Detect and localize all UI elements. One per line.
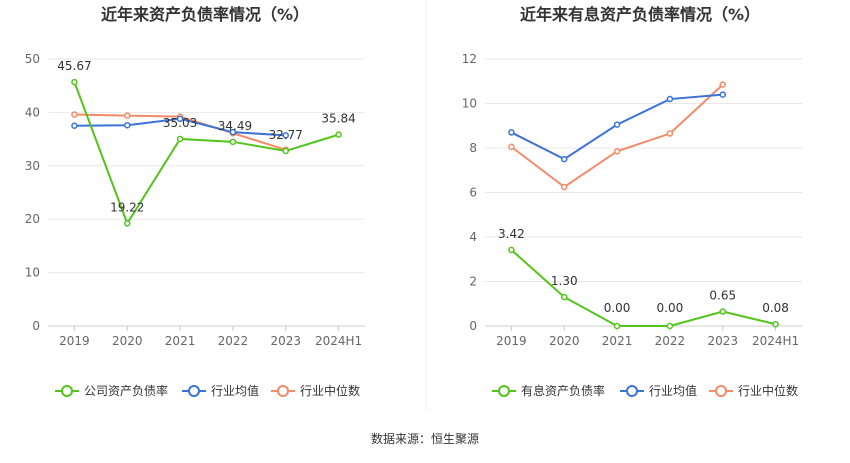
- legend-label: 行业中位数: [738, 383, 798, 398]
- legend-marker-icon: [188, 385, 200, 397]
- data-point-avg: [124, 121, 131, 129]
- y-tick-label: 0: [32, 319, 40, 333]
- legend-label: 行业均值: [211, 383, 259, 398]
- series-line-company: [510, 249, 776, 327]
- y-tick-label: 8: [469, 141, 477, 155]
- legend-item-company[interactable]: 有息资产负债率: [492, 383, 605, 398]
- legend-label: 行业中位数: [300, 383, 360, 398]
- data-point-avg: [282, 132, 289, 139]
- y-tick-label: 20: [25, 212, 40, 226]
- data-label: 19.22: [110, 200, 144, 214]
- legend-marker-icon: [498, 385, 510, 397]
- data-label: 34.49: [218, 119, 252, 133]
- x-tick-label: 2023: [270, 334, 301, 348]
- legend-item-company[interactable]: 公司资产负债率: [55, 383, 168, 398]
- data-label: 0.08: [762, 301, 789, 315]
- x-tick-label: 2024H1: [752, 334, 799, 348]
- legend-marker-icon: [61, 385, 73, 397]
- data-point-avg: [666, 95, 674, 103]
- data-point-avg: [176, 115, 184, 123]
- data-point-company: [124, 220, 131, 227]
- data-point-company: [561, 293, 568, 301]
- data-point-median: [508, 143, 515, 151]
- data-label: 1.30: [551, 274, 578, 288]
- data-point-company: [282, 147, 289, 155]
- data-point-median: [666, 130, 674, 137]
- y-tick-label: 2: [469, 275, 477, 289]
- data-point-median: [719, 81, 726, 88]
- legend-item-median[interactable]: 行业中位数: [271, 383, 360, 398]
- data-label: 32.77: [269, 128, 303, 142]
- data-label: 35.84: [321, 112, 355, 126]
- y-tick-label: 0: [469, 319, 477, 333]
- legend-item-avg[interactable]: 行业均值: [620, 383, 697, 398]
- x-tick-label: 2019: [496, 334, 527, 348]
- legend-item-median[interactable]: 行业中位数: [709, 383, 798, 398]
- data-label: 0.65: [709, 289, 736, 303]
- y-tick-label: 12: [462, 52, 477, 66]
- legend-marker-icon: [626, 385, 638, 397]
- x-tick-label: 2024H1: [315, 334, 362, 348]
- data-label: 35.03: [163, 116, 197, 130]
- data-point-company: [508, 246, 515, 254]
- legend-label: 公司资产负债率: [84, 383, 168, 398]
- chart-panel-2: 近年来有息资产负债率情况（%） 0 2 4 6 8 10 12 2019 2020 2021 2022…: [462, 5, 802, 398]
- x-tick-label: 2021: [165, 334, 196, 348]
- data-point-median: [124, 112, 131, 119]
- data-point-company: [719, 308, 726, 315]
- series-line-median: [510, 83, 724, 189]
- x-tick-label: 2019: [59, 334, 90, 348]
- data-point-median: [71, 111, 78, 118]
- x-tick-label: 2020: [549, 334, 580, 348]
- data-point-company: [176, 135, 184, 143]
- x-tick-label: 2020: [112, 334, 143, 348]
- chart-title: 近年来有息资产负债率情况（%）: [520, 5, 760, 24]
- series-line-company: [73, 81, 339, 226]
- data-point-avg: [229, 128, 237, 136]
- data-label: 0.00: [604, 301, 631, 315]
- legend-label: 行业均值: [649, 383, 697, 398]
- y-tick-label: 6: [469, 186, 477, 200]
- data-point-median: [613, 148, 621, 155]
- y-tick-label: 10: [462, 97, 477, 111]
- y-tick-label: 10: [25, 266, 40, 280]
- x-tick-label: 2021: [602, 334, 633, 348]
- data-point-company: [229, 138, 237, 146]
- x-tick-label: 2023: [707, 334, 738, 348]
- data-source-text: 数据来源：恒生聚源: [371, 431, 479, 446]
- y-tick-label: 4: [469, 230, 477, 244]
- legend-marker-icon: [277, 385, 289, 397]
- data-point-avg: [613, 121, 621, 128]
- y-tick-label: 40: [25, 105, 40, 119]
- data-label: 3.42: [498, 227, 525, 241]
- data-point-company: [335, 131, 342, 138]
- data-point-median: [561, 183, 568, 191]
- legend-label: 有息资产负债率: [521, 383, 605, 398]
- data-point-company: [71, 78, 78, 86]
- x-tick-label: 2022: [655, 334, 686, 348]
- chart-title: 近年来资产负债率情况（%）: [101, 5, 309, 24]
- data-point-company: [666, 322, 674, 330]
- y-tick-label: 30: [25, 159, 40, 173]
- legend-item-avg[interactable]: 行业均值: [182, 383, 259, 398]
- y-tick-label: 50: [25, 52, 40, 66]
- x-tick-label: 2022: [218, 334, 249, 348]
- legend-marker-icon: [715, 385, 727, 397]
- chart-panel-1: 近年来资产负债率情况（%） 0 10 20 30 40 50 2019 2020 2021 2022…: [25, 5, 365, 398]
- data-label: 45.67: [57, 59, 91, 73]
- data-point-avg: [508, 129, 515, 136]
- data-point-company: [772, 320, 779, 328]
- data-point-avg: [719, 91, 726, 98]
- data-point-avg: [71, 122, 78, 129]
- data-point-company: [613, 322, 621, 330]
- data-label: 0.00: [657, 301, 684, 315]
- data-point-avg: [561, 155, 568, 163]
